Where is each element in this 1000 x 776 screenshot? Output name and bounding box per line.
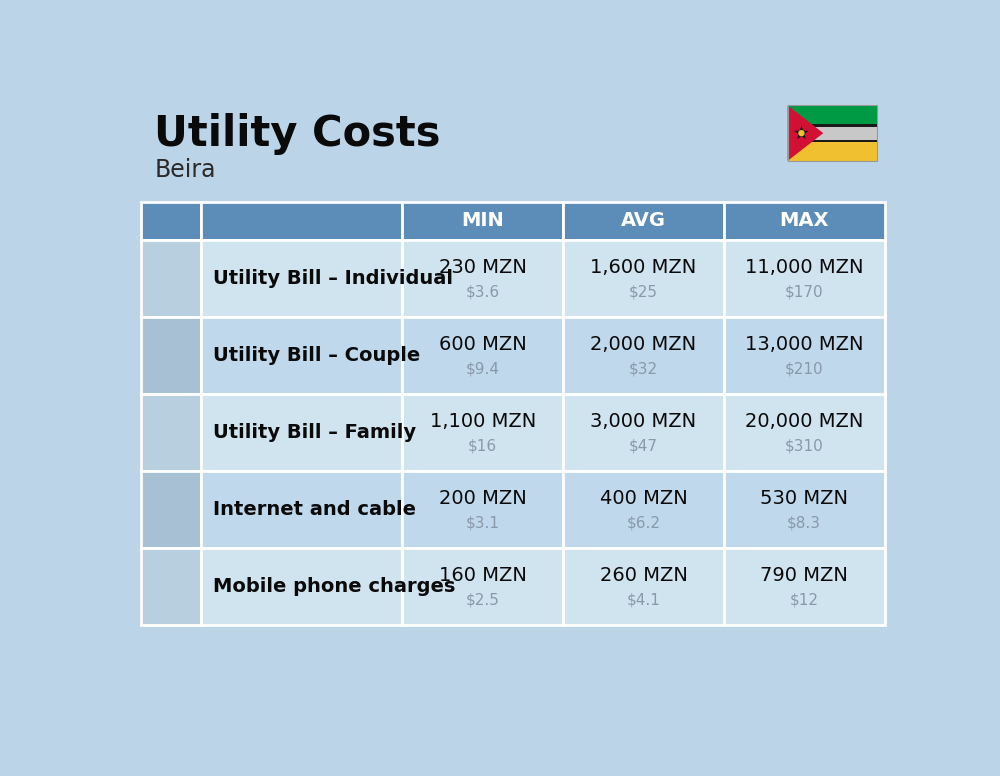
Text: 13,000 MZN: 13,000 MZN [745, 335, 863, 355]
Bar [788, 124, 877, 126]
Text: Beira: Beira [154, 158, 216, 182]
Text: 400 MZN: 400 MZN [600, 490, 687, 508]
Text: 2,000 MZN: 2,000 MZN [590, 335, 697, 355]
Circle shape [799, 130, 804, 136]
Text: 20,000 MZN: 20,000 MZN [745, 412, 863, 431]
Text: $170: $170 [785, 284, 823, 300]
FancyBboxPatch shape [724, 471, 885, 548]
Text: $210: $210 [785, 362, 823, 376]
FancyBboxPatch shape [201, 394, 402, 471]
Text: 600 MZN: 600 MZN [439, 335, 527, 355]
Text: Utility Costs: Utility Costs [154, 113, 441, 155]
Text: $12: $12 [790, 592, 819, 608]
FancyBboxPatch shape [563, 471, 724, 548]
FancyBboxPatch shape [402, 394, 563, 471]
FancyBboxPatch shape [201, 202, 402, 241]
FancyBboxPatch shape [201, 548, 402, 625]
Text: 11,000 MZN: 11,000 MZN [745, 258, 863, 277]
FancyBboxPatch shape [724, 548, 885, 625]
Bar [788, 140, 877, 143]
FancyBboxPatch shape [724, 241, 885, 317]
FancyBboxPatch shape [724, 317, 885, 394]
Text: 1,100 MZN: 1,100 MZN [430, 412, 536, 431]
Text: Utility Bill – Couple: Utility Bill – Couple [213, 346, 420, 365]
FancyBboxPatch shape [140, 317, 201, 394]
Text: Mobile phone charges: Mobile phone charges [213, 577, 455, 596]
Polygon shape [788, 106, 823, 161]
Text: Utility Bill – Individual: Utility Bill – Individual [213, 269, 453, 288]
FancyBboxPatch shape [563, 548, 724, 625]
Text: $16: $16 [468, 438, 497, 453]
FancyBboxPatch shape [201, 471, 402, 548]
Bar [788, 126, 877, 140]
FancyBboxPatch shape [140, 471, 201, 548]
Text: MIN: MIN [461, 211, 504, 230]
Bar [788, 106, 877, 161]
FancyBboxPatch shape [563, 317, 724, 394]
FancyBboxPatch shape [724, 394, 885, 471]
Text: 160 MZN: 160 MZN [439, 566, 527, 585]
FancyBboxPatch shape [140, 394, 201, 471]
Text: $8.3: $8.3 [787, 515, 821, 530]
Text: $2.5: $2.5 [466, 592, 500, 608]
Text: 1,600 MZN: 1,600 MZN [590, 258, 697, 277]
Text: MAX: MAX [779, 211, 829, 230]
FancyBboxPatch shape [402, 548, 563, 625]
Text: 260 MZN: 260 MZN [600, 566, 687, 585]
FancyBboxPatch shape [201, 317, 402, 394]
FancyBboxPatch shape [402, 471, 563, 548]
FancyBboxPatch shape [140, 241, 201, 317]
FancyBboxPatch shape [724, 202, 885, 241]
FancyBboxPatch shape [402, 317, 563, 394]
Text: 530 MZN: 530 MZN [760, 490, 848, 508]
FancyBboxPatch shape [140, 202, 201, 241]
Bar [788, 143, 877, 161]
Polygon shape [794, 126, 808, 139]
Text: $310: $310 [785, 438, 824, 453]
Text: 790 MZN: 790 MZN [760, 566, 848, 585]
FancyBboxPatch shape [402, 241, 563, 317]
FancyBboxPatch shape [140, 548, 201, 625]
Bar [788, 106, 877, 124]
Text: 3,000 MZN: 3,000 MZN [590, 412, 697, 431]
Text: $6.2: $6.2 [626, 515, 660, 530]
FancyBboxPatch shape [201, 241, 402, 317]
Text: Utility Bill – Family: Utility Bill – Family [213, 423, 416, 442]
Text: $3.6: $3.6 [466, 284, 500, 300]
Text: Internet and cable: Internet and cable [213, 501, 416, 519]
FancyBboxPatch shape [563, 202, 724, 241]
Text: 200 MZN: 200 MZN [439, 490, 527, 508]
FancyBboxPatch shape [402, 202, 563, 241]
Text: $47: $47 [629, 438, 658, 453]
Text: 230 MZN: 230 MZN [439, 258, 527, 277]
FancyBboxPatch shape [563, 241, 724, 317]
Text: AVG: AVG [621, 211, 666, 230]
Text: $9.4: $9.4 [466, 362, 500, 376]
Text: $32: $32 [629, 362, 658, 376]
Text: $25: $25 [629, 284, 658, 300]
FancyBboxPatch shape [563, 394, 724, 471]
Text: $4.1: $4.1 [627, 592, 660, 608]
Text: $3.1: $3.1 [466, 515, 500, 530]
